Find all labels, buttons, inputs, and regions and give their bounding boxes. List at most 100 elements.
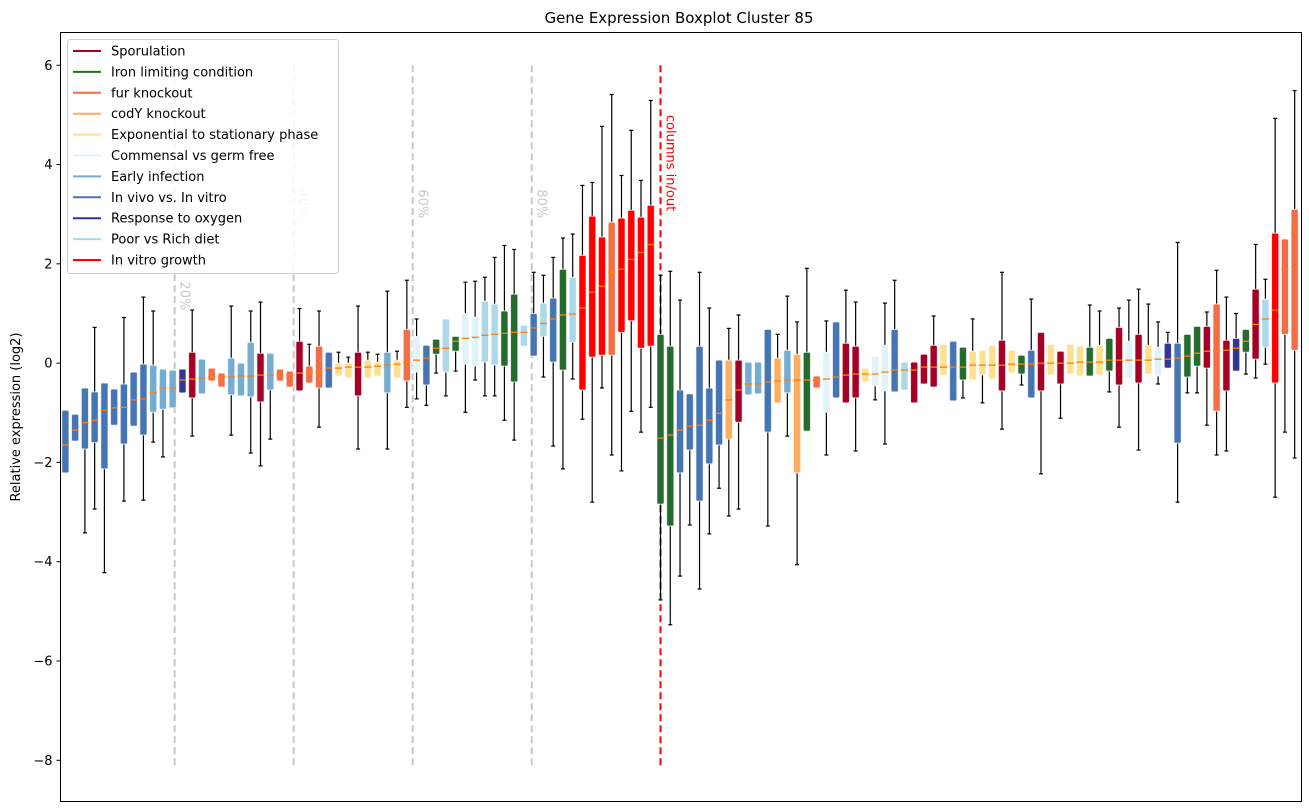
box-114 (1173, 241, 1182, 503)
box-body (958, 346, 968, 381)
legend-label: Sporulation (111, 45, 186, 60)
percent-line-label: 20% (177, 282, 192, 311)
box-96 (997, 271, 1007, 430)
box-body (636, 216, 646, 349)
box-body (753, 361, 763, 395)
box-62 (666, 270, 675, 626)
box-118 (1212, 269, 1221, 456)
box-body (236, 362, 246, 397)
box-body (529, 312, 538, 357)
box-115 (1183, 333, 1192, 394)
box-body (305, 365, 314, 384)
box-body (422, 344, 431, 386)
box-body (646, 204, 655, 347)
box-49 (539, 274, 548, 378)
box-body (71, 413, 80, 442)
box-body (90, 391, 99, 444)
box-body (1075, 345, 1085, 377)
box-body (910, 361, 919, 404)
y-axis: 6 4 2 0 −2 −4 −6 −8 (33, 59, 61, 769)
box-body (900, 361, 909, 391)
legend-item: Commensal vs germ free (73, 149, 274, 164)
box-91 (949, 340, 958, 402)
box-body (597, 236, 607, 356)
box-16 (217, 372, 226, 388)
y-tick-label: 2 (44, 257, 52, 272)
box-body (402, 328, 411, 382)
box-body (1066, 343, 1075, 375)
box-56 (607, 93, 616, 456)
box-72 (763, 328, 772, 527)
box-body (129, 371, 138, 427)
box-body (217, 372, 226, 388)
box-57 (617, 174, 626, 472)
box-107 (1105, 337, 1114, 393)
box-85 (890, 279, 899, 393)
box-body (314, 345, 324, 389)
box-98 (1017, 354, 1026, 386)
box-27 (324, 351, 333, 389)
box-body (656, 333, 665, 505)
box-106 (1095, 310, 1104, 376)
box-body (519, 324, 529, 347)
box-body (110, 388, 119, 426)
box-80 (841, 289, 850, 404)
split-line-label: columns in/out (663, 115, 678, 211)
box-12 (178, 368, 187, 394)
box-35 (402, 279, 411, 408)
box-24 (295, 307, 304, 392)
box-body (578, 254, 587, 391)
box-body (949, 340, 958, 402)
box-59 (636, 179, 646, 433)
box-body (1271, 232, 1280, 384)
box-53 (578, 184, 587, 420)
box-body (627, 209, 636, 322)
y-tick-label: 6 (44, 59, 52, 74)
box-body (939, 343, 948, 376)
box-body (392, 359, 402, 379)
legend-label: fur knockout (111, 86, 193, 101)
box-body (383, 351, 392, 394)
box-body (1114, 326, 1124, 386)
box-body (197, 358, 207, 395)
box-52 (568, 233, 577, 380)
box-124 (1271, 117, 1280, 498)
legend-item: In vitro growth (73, 254, 206, 269)
box-66 (705, 307, 714, 535)
box-body (714, 359, 724, 446)
box-body (451, 335, 460, 352)
box-body (988, 344, 997, 380)
box-45 (500, 244, 509, 421)
legend-frame (67, 39, 339, 274)
box-body (441, 318, 450, 373)
box-body (871, 355, 880, 387)
box-body (539, 302, 548, 337)
box-body (1153, 346, 1163, 377)
box-82 (861, 367, 870, 383)
box-87 (910, 361, 919, 404)
box-120 (1232, 312, 1241, 372)
box-body (802, 351, 811, 432)
box-18 (236, 362, 246, 397)
box-92 (958, 346, 968, 399)
legend-label: Response to oxygen (111, 212, 242, 227)
box-43 (480, 276, 489, 397)
box-108 (1114, 307, 1124, 428)
box-2 (80, 387, 89, 534)
box-93 (968, 318, 977, 381)
box-122 (1251, 243, 1260, 379)
box-88 (919, 353, 929, 385)
box-10 (158, 368, 168, 458)
box-body (1290, 208, 1299, 351)
box-body (353, 351, 363, 397)
box-42 (471, 280, 480, 381)
y-axis-label: Relative expression (log2) (9, 332, 24, 501)
box-22 (275, 368, 285, 382)
box-86 (900, 361, 909, 391)
box-body (1193, 325, 1202, 367)
legend-item: Poor vs Rich diet (73, 233, 219, 248)
box-6 (119, 316, 129, 502)
box-body (1280, 238, 1290, 335)
box-body (471, 316, 480, 367)
